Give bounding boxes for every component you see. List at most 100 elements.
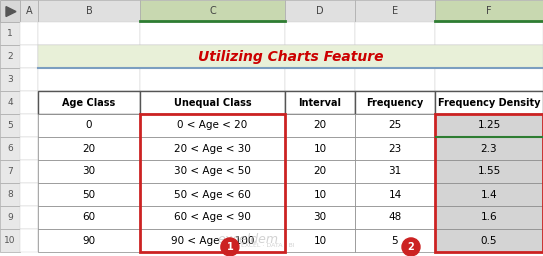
Bar	[38, 114, 140, 137]
Text: 60 < Age < 90: 60 < Age < 90	[174, 212, 251, 222]
Text: 5: 5	[392, 236, 399, 246]
Bar	[355, 137, 435, 160]
Bar	[435, 114, 543, 252]
Bar	[355, 229, 435, 252]
Bar	[0, 68, 20, 91]
Text: 23: 23	[388, 144, 402, 154]
Text: B: B	[86, 6, 92, 16]
Bar	[285, 114, 355, 137]
Bar	[38, 68, 140, 91]
Bar	[435, 206, 543, 229]
Bar	[20, 45, 38, 68]
Text: 10: 10	[4, 236, 16, 245]
Bar	[435, 137, 543, 160]
Bar	[285, 0, 355, 22]
Bar	[140, 229, 285, 252]
Bar	[38, 206, 140, 229]
Text: 90 < Age < 100: 90 < Age < 100	[171, 236, 254, 246]
Bar	[38, 22, 140, 45]
Bar	[285, 91, 355, 114]
Bar	[435, 22, 543, 45]
Text: 8: 8	[7, 190, 13, 199]
Bar	[38, 229, 140, 252]
Bar	[355, 183, 435, 206]
Text: Utilizing Charts Feature: Utilizing Charts Feature	[198, 49, 383, 63]
Bar	[355, 160, 435, 183]
Bar	[38, 183, 140, 206]
Bar	[140, 68, 285, 91]
Text: 50: 50	[83, 189, 96, 199]
Text: 30: 30	[83, 166, 96, 176]
Bar	[20, 160, 38, 183]
Bar	[0, 137, 20, 160]
Bar	[355, 206, 435, 229]
Bar	[20, 114, 38, 137]
Text: F: F	[486, 6, 492, 16]
Bar	[140, 206, 285, 229]
Text: Unequal Class: Unequal Class	[174, 98, 251, 108]
Bar	[285, 137, 355, 160]
Bar	[140, 114, 285, 137]
Text: Frequency Density: Frequency Density	[438, 98, 540, 108]
Text: 1.55: 1.55	[477, 166, 501, 176]
Bar	[435, 68, 543, 91]
Text: 1: 1	[226, 242, 233, 252]
Bar	[435, 137, 543, 160]
Text: C: C	[209, 6, 216, 16]
Bar	[435, 206, 543, 229]
Bar	[20, 91, 38, 114]
Text: 0 < Age < 20: 0 < Age < 20	[178, 121, 248, 131]
Bar	[38, 91, 140, 114]
Text: 0.5: 0.5	[481, 236, 497, 246]
Text: 10: 10	[313, 189, 326, 199]
Text: 25: 25	[388, 121, 402, 131]
Bar	[38, 206, 140, 229]
Bar	[355, 22, 435, 45]
Bar	[285, 206, 355, 229]
Bar	[140, 183, 285, 206]
Bar	[435, 91, 543, 114]
Bar	[0, 183, 20, 206]
Bar	[285, 229, 355, 252]
Bar	[0, 206, 20, 229]
Bar	[285, 160, 355, 183]
Text: 1.4: 1.4	[481, 189, 497, 199]
Bar	[140, 206, 285, 229]
Text: D: D	[316, 6, 324, 16]
Bar	[285, 45, 355, 68]
Text: 20: 20	[83, 144, 96, 154]
Text: 31: 31	[388, 166, 402, 176]
Bar	[140, 137, 285, 160]
Bar	[20, 68, 38, 91]
Bar	[355, 137, 435, 160]
Bar	[0, 22, 20, 45]
Text: 10: 10	[313, 144, 326, 154]
Text: 1.6: 1.6	[481, 212, 497, 222]
Text: 30: 30	[313, 212, 326, 222]
Bar	[0, 229, 20, 252]
Bar	[140, 160, 285, 183]
Bar	[355, 91, 435, 114]
Bar	[140, 114, 285, 252]
Bar	[20, 206, 38, 229]
Text: 3: 3	[7, 75, 13, 84]
Text: 60: 60	[83, 212, 96, 222]
Bar	[435, 183, 543, 206]
Bar	[355, 114, 435, 137]
Bar	[20, 183, 38, 206]
Text: 48: 48	[388, 212, 402, 222]
Bar	[140, 22, 285, 45]
Bar	[285, 183, 355, 206]
Text: Interval: Interval	[299, 98, 342, 108]
Bar	[38, 137, 140, 160]
Text: 14: 14	[388, 189, 402, 199]
Bar	[435, 0, 543, 22]
Text: 4: 4	[7, 98, 13, 107]
Bar	[435, 160, 543, 183]
Bar	[140, 183, 285, 206]
Bar	[355, 45, 435, 68]
Bar	[0, 160, 20, 183]
Bar	[140, 45, 285, 68]
Bar	[435, 160, 543, 183]
Bar	[38, 91, 140, 114]
